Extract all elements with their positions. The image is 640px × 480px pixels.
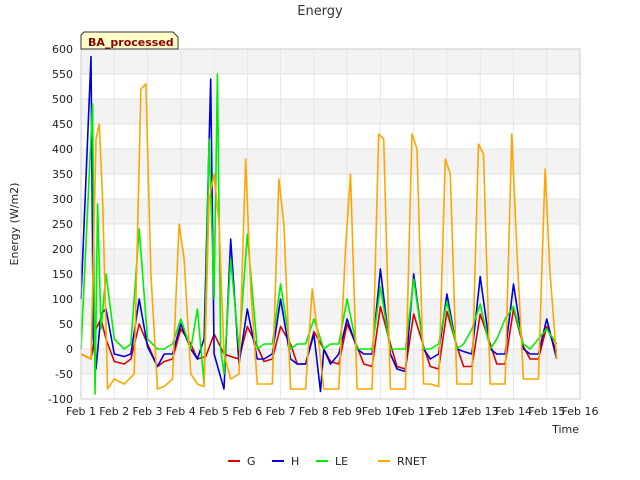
plot-band xyxy=(81,49,580,74)
legend-item-le: LE xyxy=(316,455,348,468)
y-axis-title: Energy (W/m2) xyxy=(8,183,21,266)
legend-label: LE xyxy=(335,455,348,468)
plot-band xyxy=(81,74,580,99)
badge: BA_processed xyxy=(80,31,179,50)
x-tick-label: Feb 7 xyxy=(266,405,296,418)
x-tick-label: Feb 13 xyxy=(462,405,499,418)
plot-band xyxy=(81,199,580,224)
plot-band xyxy=(81,174,580,199)
x-axis-title: Time xyxy=(551,423,579,436)
legend-label: H xyxy=(291,455,299,468)
legend: G H LE RNET xyxy=(228,455,427,468)
legend-item-rnet: RNET xyxy=(378,455,427,468)
x-tick-label: Feb 3 xyxy=(133,405,163,418)
x-tick-label: Feb 8 xyxy=(299,405,329,418)
x-tick-label: Feb 2 xyxy=(99,405,129,418)
y-tick-label: 300 xyxy=(52,193,73,206)
y-tick-label: 350 xyxy=(52,168,73,181)
legend-label: RNET xyxy=(397,455,427,468)
legend-label: G xyxy=(247,455,256,468)
plot-band xyxy=(81,299,580,324)
x-tick-label: Feb 12 xyxy=(428,405,465,418)
x-tick-label: Feb 11 xyxy=(395,405,432,418)
legend-item-h: H xyxy=(272,455,299,468)
y-tick-label: 450 xyxy=(52,118,73,131)
x-tick-label: Feb 9 xyxy=(332,405,362,418)
y-tick-label: 50 xyxy=(59,318,73,331)
x-tick-label: Feb 4 xyxy=(166,405,196,418)
series-line-le xyxy=(80,73,558,395)
x-tick-label: Feb 1 xyxy=(66,405,96,418)
plot-band xyxy=(81,274,580,299)
y-tick-label: 250 xyxy=(52,218,73,231)
x-tick-label: Feb 16 xyxy=(562,405,599,418)
y-tick-label: 100 xyxy=(52,293,73,306)
series-line-h xyxy=(80,55,558,393)
badge-label: BA_processed xyxy=(88,36,174,49)
y-tick-label: 500 xyxy=(52,93,73,106)
y-tick-label: 200 xyxy=(52,243,73,256)
legend-item-g: G xyxy=(228,455,256,468)
series-line-rnet xyxy=(80,83,558,390)
y-axis-ticks: -100 -50 0 50 100 150 200 250 300 350 400 450 500 550… xyxy=(48,43,73,406)
x-axis-ticks: Feb 1 Feb 2 Feb 3 Feb 4 Feb 5 Feb 6 Feb 7 Feb 8… xyxy=(66,405,598,418)
x-tick-label: Feb 6 xyxy=(232,405,262,418)
y-tick-label: 550 xyxy=(52,68,73,81)
y-tick-label: -100 xyxy=(48,393,73,406)
series-layer xyxy=(80,55,558,395)
y-tick-label: 0 xyxy=(66,343,73,356)
chart-title: Energy xyxy=(297,4,343,19)
plot-band xyxy=(81,224,580,249)
y-tick-label: 400 xyxy=(52,143,73,156)
x-tick-label: Feb 5 xyxy=(199,405,229,418)
plot-frame xyxy=(80,48,581,400)
plot-band xyxy=(81,99,580,124)
y-tick-label: -50 xyxy=(55,368,73,381)
x-tick-label: Feb 15 xyxy=(528,405,565,418)
y-tick-label: 150 xyxy=(52,268,73,281)
x-tick-label: Feb 14 xyxy=(495,405,532,418)
y-tick-label: 600 xyxy=(52,43,73,56)
plot-band xyxy=(81,324,580,349)
x-tick-label: Feb 10 xyxy=(362,405,399,418)
plot-band xyxy=(81,149,580,174)
plot-band xyxy=(81,249,580,274)
plot-band xyxy=(81,124,580,149)
